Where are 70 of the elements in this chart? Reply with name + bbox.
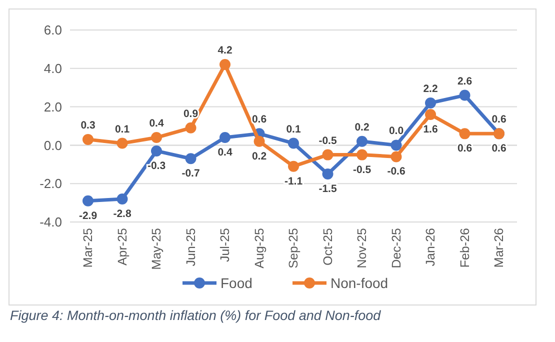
y-tick-label: 6.0 xyxy=(44,22,62,38)
data-label: -1.1 xyxy=(284,175,303,188)
point xyxy=(425,108,436,120)
legend-label: Food xyxy=(220,274,252,291)
legend-label: Non-food xyxy=(330,274,388,291)
data-label: -2.8 xyxy=(113,208,132,220)
point xyxy=(425,97,436,108)
x-tick-label: Sep-25 xyxy=(286,228,300,268)
data-label: 0.6 xyxy=(457,142,472,155)
x-tick-label: Mar-25 xyxy=(81,228,95,268)
data-label: 2.2 xyxy=(423,82,438,95)
data-label: -0.6 xyxy=(387,166,406,178)
data-label: -1.5 xyxy=(318,183,337,195)
point xyxy=(254,136,265,147)
point xyxy=(322,168,334,180)
data-label: 0.3 xyxy=(80,119,96,132)
x-tick-label: Feb-26 xyxy=(458,228,472,268)
data-label: 2.6 xyxy=(457,75,472,88)
y-tick-label: 4.0 xyxy=(44,60,62,76)
data-label: -0.7 xyxy=(182,168,200,180)
point xyxy=(390,140,402,151)
point xyxy=(459,90,470,101)
data-label: 0.6 xyxy=(492,142,506,155)
data-label: 0.2 xyxy=(354,121,370,134)
caption: Figure 4: Month-on-month inflation (%) for Food and Non-food xyxy=(10,308,382,323)
x-tick-label: Oct-25 xyxy=(320,228,335,266)
point xyxy=(220,59,230,70)
data-label: 0.4 xyxy=(149,118,164,130)
data-label: 0.1 xyxy=(286,123,301,136)
point xyxy=(356,136,368,147)
y-tick-label: -2.0 xyxy=(40,176,62,192)
point xyxy=(116,138,128,149)
point xyxy=(356,149,368,160)
point xyxy=(459,128,470,140)
point xyxy=(288,138,299,149)
x-tick-label: Mar-26 xyxy=(492,228,506,268)
data-label: 0.2 xyxy=(252,150,267,162)
data-label: 0.6 xyxy=(492,114,506,126)
point xyxy=(151,132,162,144)
y-tick-label: -4.0 xyxy=(40,214,62,230)
x-tick-label: Dec-25 xyxy=(389,228,404,268)
point xyxy=(82,195,94,206)
point xyxy=(288,160,299,172)
x-tick-label: Aug-25 xyxy=(252,228,266,268)
data-label: -0.5 xyxy=(318,134,337,147)
data-label: -0.5 xyxy=(352,164,372,176)
data-label: 0.6 xyxy=(252,114,267,126)
point xyxy=(185,153,196,164)
data-label: 0.0 xyxy=(388,125,404,138)
data-label: 0.1 xyxy=(114,123,130,136)
x-tick-label: Apr-25 xyxy=(115,228,130,266)
data-label: 1.6 xyxy=(423,123,438,136)
data-label: -0.3 xyxy=(147,160,166,172)
point xyxy=(390,151,402,162)
data-label: 4.2 xyxy=(218,44,232,57)
x-tick-label: Jun-25 xyxy=(184,228,198,266)
data-label: 0.4 xyxy=(218,146,232,159)
point xyxy=(151,145,162,156)
point xyxy=(185,122,196,134)
point xyxy=(82,134,94,145)
x-tick-label: Jan-26 xyxy=(424,228,438,266)
y-tick-label: 2.0 xyxy=(44,99,62,114)
x-tick-label: May-25 xyxy=(150,228,164,270)
point xyxy=(116,193,128,204)
y-tick-label: 0.0 xyxy=(44,138,62,153)
point xyxy=(322,149,334,160)
x-tick-label: Nov-25 xyxy=(355,228,369,268)
data-label: -2.9 xyxy=(78,210,98,222)
x-tick-label: Jul-25 xyxy=(218,228,232,262)
point xyxy=(220,132,230,144)
